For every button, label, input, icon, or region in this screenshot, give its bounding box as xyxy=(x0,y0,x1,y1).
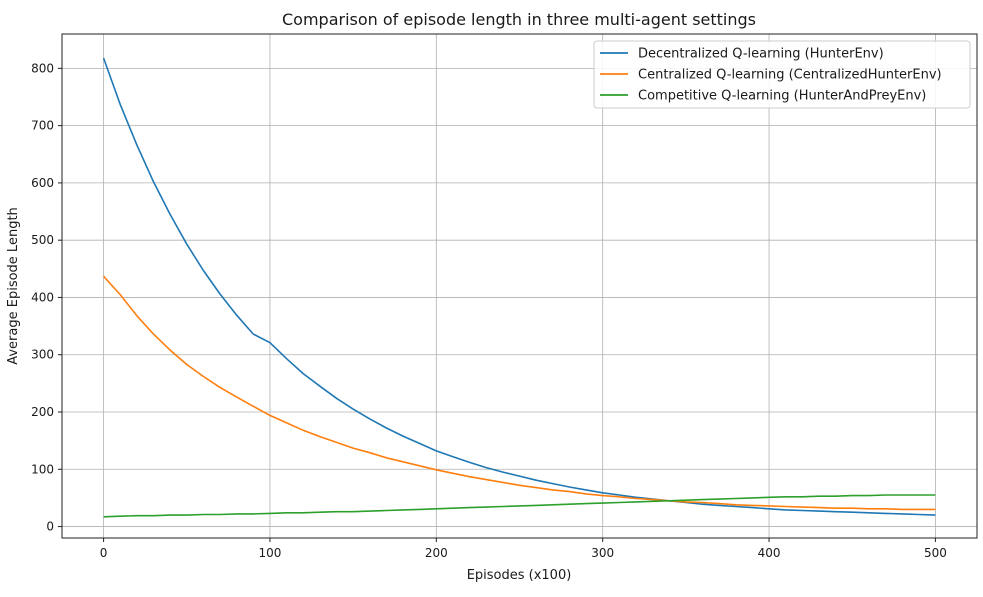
y-tick-label: 300 xyxy=(31,348,54,362)
grid-lines xyxy=(62,34,977,538)
y-tick-label: 500 xyxy=(31,233,54,247)
legend: Decentralized Q-learning (HunterEnv) Cent… xyxy=(593,40,971,109)
x-tick-label: 0 xyxy=(100,546,108,560)
y-tick-label: 200 xyxy=(31,405,54,419)
series-lines xyxy=(102,57,936,518)
y-tick-label: 700 xyxy=(31,119,54,133)
y-axis-label: Average Episode Length xyxy=(6,207,21,365)
x-axis-label: Episodes (x100) xyxy=(467,568,572,583)
series-line-1 xyxy=(102,57,936,516)
legend-label-3: Competitive Q-learning (HunterAndPreyEnv… xyxy=(638,89,926,104)
y-tick-label: 100 xyxy=(31,462,54,476)
legend-box xyxy=(593,40,971,109)
legend-label-1: Decentralized Q-learning (HunterEnv) xyxy=(638,47,884,62)
y-tick-label: 400 xyxy=(31,290,54,304)
x-tick-label: 200 xyxy=(425,546,448,560)
series-line-3 xyxy=(103,494,936,518)
series-line-2 xyxy=(103,275,936,511)
x-tick-label: 100 xyxy=(259,546,282,560)
x-tick-label: 400 xyxy=(758,546,781,560)
legend-label-2: Centralized Q-learning (CentralizedHunte… xyxy=(638,68,942,83)
y-tick-label: 600 xyxy=(31,176,54,190)
x-axis-ticks: 0 100 200 300 400 500 xyxy=(100,538,947,560)
x-tick-label: 500 xyxy=(924,546,947,560)
chart-title: Comparison of episode length in three mu… xyxy=(282,10,756,29)
y-axis-ticks: 0 100 200 300 400 500 600 700 800 xyxy=(31,61,62,534)
plot-frame xyxy=(61,33,978,539)
y-tick-label: 800 xyxy=(31,61,54,75)
x-tick-label: 300 xyxy=(591,546,614,560)
y-tick-label: 0 xyxy=(46,520,54,534)
